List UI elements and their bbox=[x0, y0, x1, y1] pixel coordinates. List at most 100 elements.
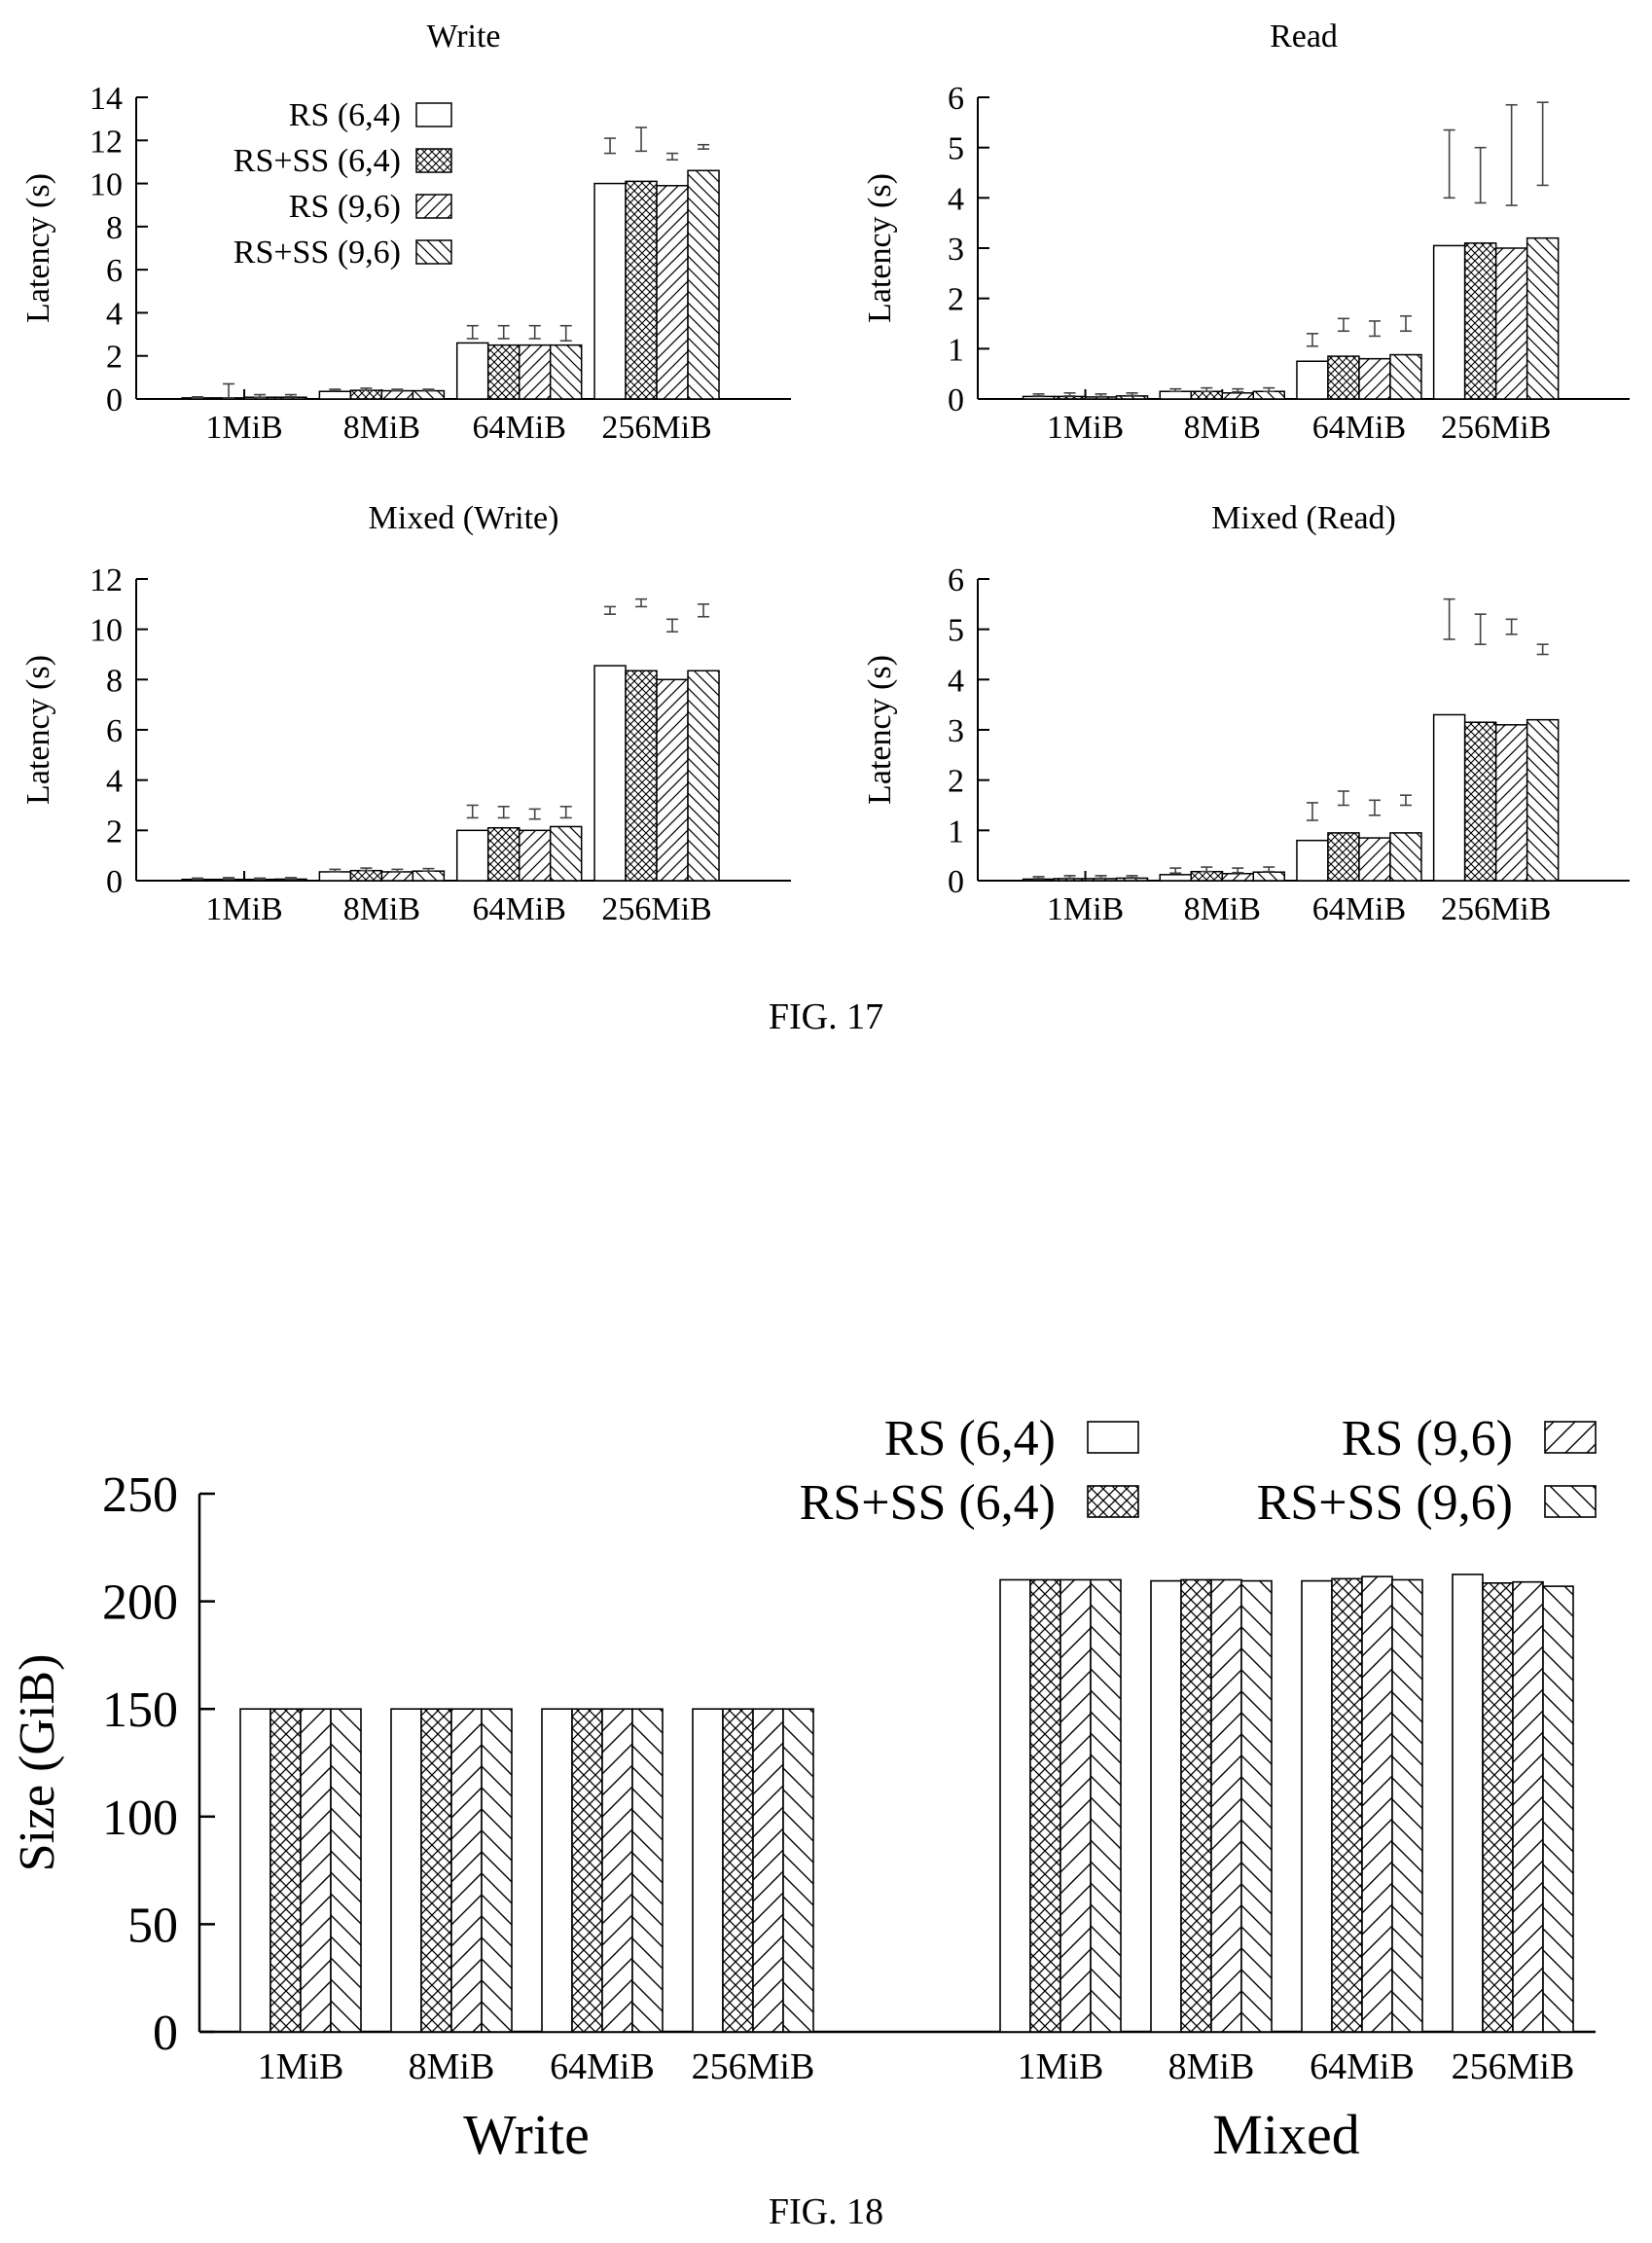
legend-swatch bbox=[415, 239, 452, 265]
y-tick-label: 200 bbox=[102, 1575, 178, 1631]
bar bbox=[656, 185, 689, 400]
y-tick-label: 8 bbox=[106, 663, 123, 699]
legend-label: RS (9,6) bbox=[289, 189, 401, 225]
legend-swatch bbox=[415, 148, 452, 173]
y-tick-label: 12 bbox=[90, 124, 123, 160]
y-tick-label: 50 bbox=[127, 1898, 178, 1953]
y-axis-label: Latency (s) bbox=[20, 173, 56, 323]
bar bbox=[625, 669, 658, 882]
y-tick-label: 2 bbox=[106, 814, 123, 850]
bar bbox=[1221, 392, 1254, 400]
bar bbox=[1084, 878, 1118, 882]
bar bbox=[390, 1708, 422, 2033]
group-label: Mixed bbox=[1212, 2103, 1359, 2166]
bar bbox=[269, 1708, 302, 2033]
y-tick-label: 5 bbox=[948, 613, 964, 649]
bar bbox=[1296, 360, 1329, 400]
y-tick-label: 14 bbox=[90, 81, 123, 117]
bar bbox=[1526, 236, 1560, 400]
x-tick-label: 1MiB bbox=[1047, 891, 1124, 927]
x-tick-label: 8MiB bbox=[343, 410, 420, 446]
bar bbox=[1358, 837, 1391, 882]
y-tick-label: 5 bbox=[948, 131, 964, 167]
bar bbox=[1494, 247, 1528, 400]
bar bbox=[1432, 244, 1466, 400]
x-tick-label: 8MiB bbox=[1184, 410, 1261, 446]
bar bbox=[455, 342, 489, 400]
bar bbox=[486, 344, 521, 400]
y-tick-label: 8 bbox=[106, 210, 123, 246]
bar bbox=[1190, 870, 1223, 882]
bar bbox=[1463, 242, 1497, 400]
bar bbox=[1053, 878, 1087, 882]
x-tick-label: 256MiB bbox=[601, 891, 711, 927]
legend-label: RS+SS (9,6) bbox=[1257, 1475, 1513, 1531]
bar bbox=[692, 1708, 724, 2033]
bar bbox=[999, 1578, 1031, 2033]
bar bbox=[380, 871, 414, 882]
bar bbox=[1252, 871, 1285, 882]
y-tick-label: 1 bbox=[948, 332, 964, 368]
bar bbox=[481, 1708, 513, 2033]
bar bbox=[687, 669, 720, 882]
bar bbox=[601, 1708, 633, 2033]
bar bbox=[1084, 396, 1118, 400]
x-tick-label: 1MiB bbox=[258, 2046, 344, 2087]
y-tick-label: 0 bbox=[948, 382, 964, 418]
bar bbox=[380, 389, 414, 400]
bar bbox=[1115, 395, 1149, 400]
bar bbox=[455, 829, 489, 882]
bar bbox=[1463, 721, 1497, 882]
bar bbox=[722, 1708, 754, 2033]
y-tick-label: 10 bbox=[90, 613, 123, 649]
x-tick-label: 256MiB bbox=[1441, 410, 1551, 446]
legend-swatch bbox=[415, 102, 452, 127]
bar bbox=[349, 389, 383, 400]
bar bbox=[1301, 1579, 1333, 2033]
y-tick-label: 0 bbox=[106, 864, 123, 900]
x-tick-label: 8MiB bbox=[409, 2046, 495, 2087]
y-tick-label: 6 bbox=[106, 713, 123, 749]
legend-label: RS+SS (6,4) bbox=[800, 1475, 1056, 1531]
legend-label: RS+SS (9,6) bbox=[233, 235, 401, 271]
bar bbox=[1542, 1585, 1574, 2033]
bar bbox=[631, 1708, 664, 2033]
bar bbox=[1358, 357, 1391, 400]
bar bbox=[450, 1708, 483, 2033]
y-axis-label: Latency (s) bbox=[862, 173, 898, 323]
bar bbox=[549, 825, 583, 882]
bar bbox=[420, 1708, 452, 2033]
bar bbox=[1432, 713, 1466, 882]
bar bbox=[239, 1708, 271, 2033]
legend-label: RS (6,4) bbox=[884, 1411, 1056, 1466]
x-tick-label: 8MiB bbox=[343, 891, 420, 927]
bar bbox=[593, 665, 627, 882]
y-tick-label: 3 bbox=[948, 232, 964, 268]
legend-swatch bbox=[1087, 1421, 1139, 1454]
y-axis-label: Size (GiB) bbox=[10, 1654, 65, 1872]
bar bbox=[1221, 873, 1254, 882]
y-tick-label: 100 bbox=[102, 1791, 178, 1846]
bar bbox=[1115, 877, 1149, 882]
y-tick-label: 4 bbox=[948, 181, 964, 217]
bar bbox=[518, 344, 552, 400]
bar bbox=[782, 1708, 814, 2033]
bar bbox=[541, 1708, 573, 2033]
latency-chart-3: Mixed (Write) Latency (s) 0 2 4 6 8 10 12 1MiB 8Mi… bbox=[20, 500, 791, 927]
bar bbox=[549, 344, 583, 400]
x-tick-label: 256MiB bbox=[601, 410, 711, 446]
y-tick-label: 6 bbox=[948, 562, 964, 598]
group-label: Write bbox=[463, 2103, 590, 2166]
y-tick-label: 0 bbox=[153, 2006, 178, 2061]
y-tick-label: 6 bbox=[948, 81, 964, 117]
y-axis-label: Latency (s) bbox=[20, 655, 56, 805]
y-tick-label: 1 bbox=[948, 814, 964, 850]
bar bbox=[1361, 1575, 1393, 2033]
chart-title: Mixed (Read) bbox=[1211, 500, 1396, 536]
legend-swatch bbox=[1544, 1421, 1597, 1454]
y-axis-label: Latency (s) bbox=[862, 655, 898, 805]
y-tick-label: 12 bbox=[90, 562, 123, 598]
bar bbox=[1059, 1578, 1092, 2033]
